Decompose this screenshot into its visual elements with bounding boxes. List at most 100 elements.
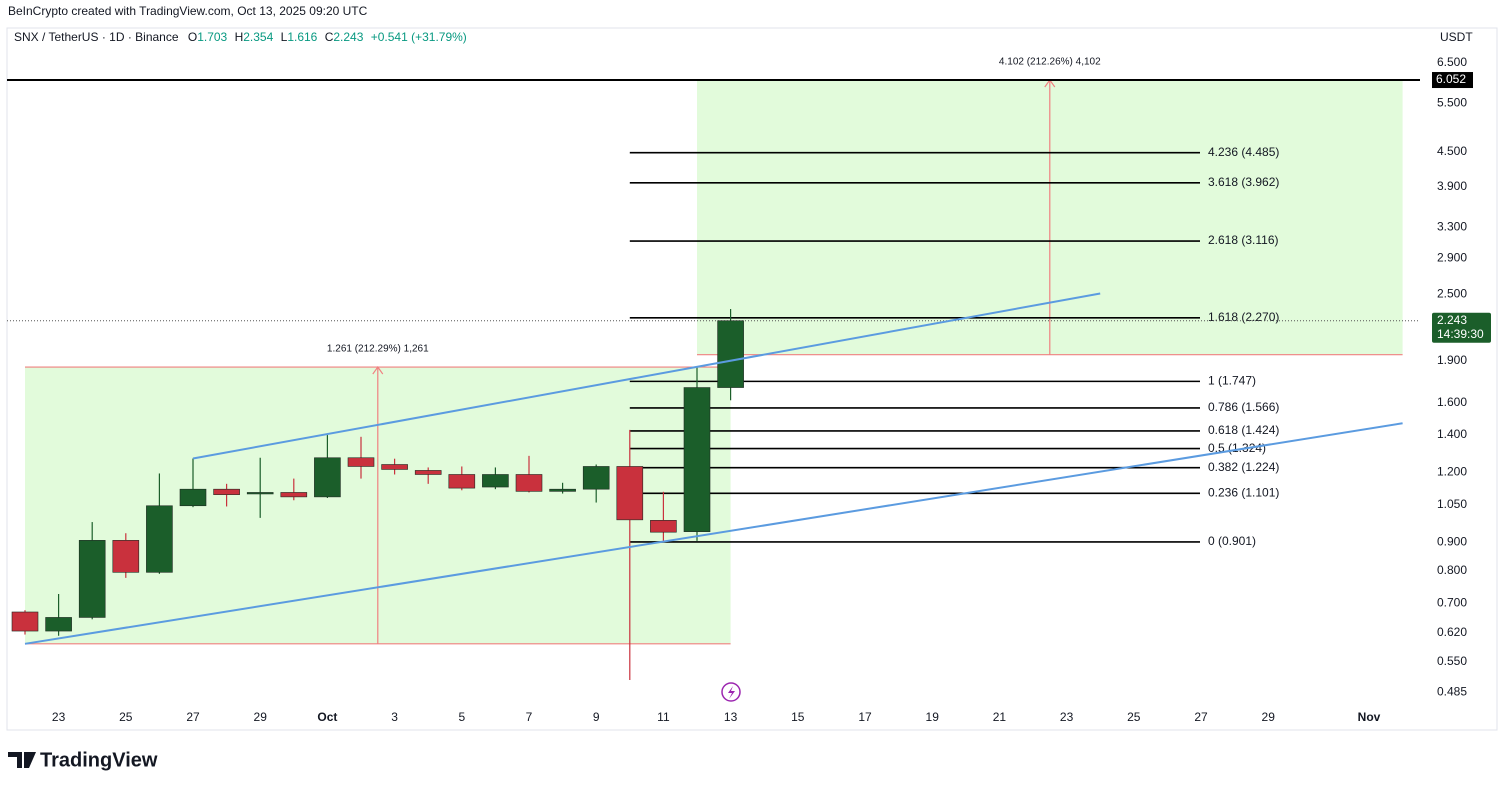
trendline [192, 292, 1101, 460]
fib-label: 0.382 (1.224) [1208, 460, 1279, 474]
fib-label: 4.236 (4.485) [1208, 145, 1279, 159]
ohlc-label: H [235, 30, 244, 44]
fib-label: 0.618 (1.424) [1208, 423, 1279, 437]
event-bolt [728, 686, 735, 699]
x-tick-label: 23 [52, 710, 66, 724]
price-tag [1432, 72, 1473, 89]
y-tick-label: 2.900 [1437, 251, 1467, 265]
last-price-label: 2.243 [1437, 313, 1467, 327]
x-tick-label: 21 [993, 710, 1007, 724]
fib-label: 3.618 (3.962) [1208, 175, 1279, 189]
x-tick-label: Oct [317, 710, 337, 724]
candle-body [213, 488, 240, 495]
last-price-tag [1432, 312, 1491, 343]
fib-label: 1 (1.747) [1208, 374, 1256, 388]
legend: SNX / TetherUS · 1D · Binance O1.703 H2.… [14, 30, 467, 44]
candle-body [582, 466, 610, 490]
x-tick-label: 25 [119, 710, 133, 724]
y-tick-label: 0.485 [1437, 684, 1467, 698]
ohlc-label: L [281, 30, 288, 44]
y-tick-label: 2.500 [1437, 287, 1467, 301]
x-tick-label: 9 [593, 710, 600, 724]
x-tick-label: Nov [1358, 710, 1381, 724]
symbol: SNX / TetherUS · 1D · Binance [14, 30, 179, 44]
chart-frame [6, 27, 1498, 731]
candle-body [314, 457, 341, 498]
branding: TradingView [40, 749, 158, 771]
candle-body [179, 488, 207, 507]
candle-body [616, 466, 644, 521]
y-tick-label: 0.800 [1437, 563, 1467, 577]
fib-label: 0 (0.901) [1208, 534, 1256, 548]
x-tick-label: 5 [458, 710, 465, 724]
currency: USDT [1440, 30, 1473, 44]
fib-label: 2.618 (3.116) [1208, 233, 1279, 247]
x-tick-label: 17 [858, 710, 872, 724]
y-tick-label: 3.900 [1437, 179, 1467, 193]
x-tick-label: 11 [657, 710, 670, 724]
y-tick-label: 1.050 [1437, 497, 1467, 511]
y-tick-label: 3.300 [1437, 219, 1467, 233]
y-tick-label: 1.200 [1437, 465, 1467, 479]
fib-label: 0.786 (1.566) [1208, 400, 1279, 414]
change: +0.541 (+31.79%) [371, 30, 467, 44]
candle-body [78, 540, 106, 618]
x-tick-label: 3 [391, 710, 398, 724]
logo-icon [8, 752, 36, 768]
measure-label: 4.102 (212.26%) 4,102 [999, 57, 1101, 68]
countdown: 14:39:30 [1437, 327, 1484, 341]
x-tick-label: 19 [926, 710, 940, 724]
candle-body [381, 464, 408, 470]
candle-body [280, 492, 308, 498]
y-tick-label: 0.700 [1437, 595, 1467, 609]
plot: 6.500 5.500 4.500 3.900 3.300 2.900 2.500 1.900… [7, 55, 1491, 724]
credit: BeInCrypto created with TradingView.com,… [8, 4, 368, 18]
candle-body [683, 387, 711, 532]
ohlc-value: 2.243 [333, 30, 363, 44]
ohlc-label: C [325, 30, 334, 44]
y-tick-label: 4.500 [1437, 144, 1467, 158]
fib-label: 0.236 (1.101) [1208, 486, 1279, 500]
candle-body [515, 474, 543, 492]
candle-body [45, 617, 72, 632]
y-tick-label: 1.400 [1437, 427, 1467, 441]
fib-label: 1.618 (2.270) [1208, 310, 1279, 324]
measure-arrow-head [372, 366, 384, 375]
x-tick-label: 27 [1194, 710, 1208, 724]
trendline [24, 422, 1403, 645]
candle-body [482, 474, 509, 488]
price-tag-label: 6.052 [1436, 72, 1466, 86]
candle-body [717, 320, 744, 388]
x-tick-label: 29 [254, 710, 268, 724]
event-icon [721, 682, 741, 702]
candle-body [112, 540, 140, 573]
x-tick-label: 7 [526, 710, 533, 724]
x-tick-label: 29 [1262, 710, 1276, 724]
y-tick-label: 0.550 [1437, 654, 1467, 668]
x-tick-label: 15 [791, 710, 805, 724]
x-tick-label: 27 [186, 710, 200, 724]
candle-body [146, 505, 173, 573]
candle-body [246, 492, 274, 495]
candle-body [347, 457, 375, 467]
y-tick-label: 5.500 [1437, 95, 1467, 109]
candle-body [448, 474, 476, 489]
candle-body [414, 470, 442, 475]
y-tick-label: 6.500 [1437, 55, 1467, 69]
ohlc-value: 1.703 [197, 30, 227, 44]
y-tick-label: 0.620 [1437, 625, 1467, 639]
ohlc-value: 1.616 [287, 30, 317, 44]
ohlc-value: 2.354 [243, 30, 273, 44]
x-tick-label: 25 [1127, 710, 1141, 724]
candle-body [11, 611, 39, 632]
y-tick-label: 0.900 [1437, 534, 1467, 548]
measure-label: 1.261 (212.29%) 1,261 [327, 344, 429, 355]
x-tick-label: 23 [1060, 710, 1074, 724]
y-tick-label: 1.900 [1437, 353, 1467, 367]
x-tick-label: 13 [724, 710, 738, 724]
y-tick-label: 1.600 [1437, 395, 1467, 409]
candle-body [650, 520, 677, 533]
candle-body [549, 488, 576, 492]
ohlc-label: O [188, 30, 197, 44]
